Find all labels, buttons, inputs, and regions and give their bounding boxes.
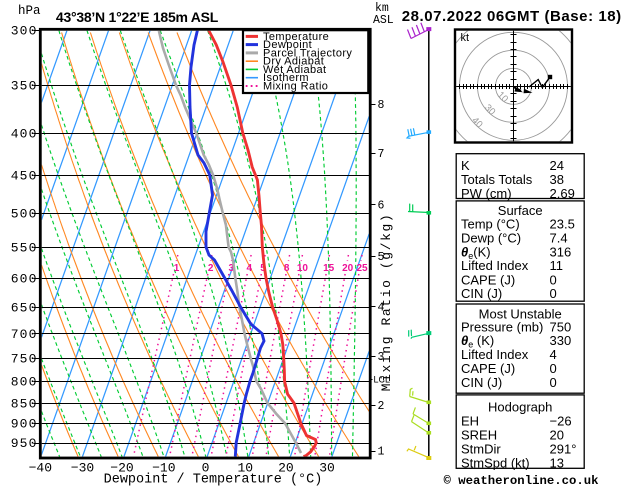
svg-text:850: 850 — [11, 396, 38, 411]
svg-text:CIN (J): CIN (J) — [461, 375, 502, 390]
svg-text:3: 3 — [229, 263, 235, 274]
svg-text:0: 0 — [550, 286, 557, 301]
svg-text:Mixing Ratio: Mixing Ratio — [263, 80, 328, 92]
svg-text:1: 1 — [378, 446, 385, 459]
svg-text:Temp (°C): Temp (°C) — [461, 217, 520, 232]
svg-text:0: 0 — [550, 273, 557, 288]
svg-text:Dewpoint / Temperature (°C): Dewpoint / Temperature (°C) — [104, 473, 323, 487]
svg-text:−20: −20 — [110, 461, 133, 476]
svg-text:750: 750 — [11, 352, 38, 367]
svg-text:0: 0 — [550, 361, 557, 376]
svg-text:11: 11 — [550, 258, 564, 273]
svg-text:300: 300 — [11, 24, 38, 39]
svg-text:15: 15 — [323, 263, 335, 274]
svg-text:StmDir: StmDir — [461, 442, 501, 457]
svg-text:CAPE (J): CAPE (J) — [461, 273, 515, 288]
svg-text:StmSpd (kt): StmSpd (kt) — [461, 455, 530, 470]
svg-text:600: 600 — [11, 272, 38, 287]
svg-text:Wet Adiabat: Wet Adiabat — [263, 64, 327, 76]
svg-text:6: 6 — [378, 199, 385, 212]
svg-text:Isotherm: Isotherm — [263, 72, 309, 84]
svg-text:Lifted Index: Lifted Index — [461, 258, 529, 273]
svg-text:550: 550 — [11, 241, 38, 256]
svg-text:4: 4 — [378, 301, 385, 314]
svg-text:© weatheronline.co.uk: © weatheronline.co.uk — [444, 474, 600, 486]
svg-text:2.69: 2.69 — [550, 186, 575, 201]
svg-text:Dewpoint: Dewpoint — [263, 39, 312, 51]
svg-text:7: 7 — [378, 148, 385, 161]
svg-text:2: 2 — [208, 263, 214, 274]
svg-text:13: 13 — [550, 455, 564, 470]
svg-text:4: 4 — [550, 347, 557, 362]
svg-text:400: 400 — [11, 127, 38, 142]
svg-text:0: 0 — [550, 375, 557, 390]
svg-text:θe (K): θe (K) — [461, 333, 494, 350]
svg-text:Parcel Trajectory: Parcel Trajectory — [263, 47, 352, 59]
svg-text:ASL: ASL — [373, 14, 394, 27]
svg-text:20: 20 — [550, 428, 564, 443]
svg-text:km: km — [375, 2, 389, 15]
svg-text:Pressure (mb): Pressure (mb) — [461, 319, 543, 334]
svg-text:0: 0 — [202, 461, 210, 476]
svg-text:8: 8 — [378, 99, 385, 112]
svg-text:2: 2 — [378, 400, 385, 413]
svg-text:950: 950 — [11, 436, 38, 451]
svg-text:Hodograph: Hodograph — [488, 400, 552, 415]
svg-text:Most Unstable: Most Unstable — [479, 306, 562, 321]
svg-text:3: 3 — [378, 351, 385, 364]
svg-text:20: 20 — [342, 263, 354, 274]
svg-text:800: 800 — [11, 375, 38, 390]
svg-text:30: 30 — [319, 461, 335, 476]
svg-text:CIN (J): CIN (J) — [461, 286, 502, 301]
svg-text:450: 450 — [11, 169, 38, 184]
svg-text:−26: −26 — [550, 414, 572, 429]
svg-text:4: 4 — [247, 263, 253, 274]
svg-text:EH: EH — [461, 414, 479, 429]
svg-text:24: 24 — [550, 158, 564, 173]
svg-text:28.07.2022 06GMT (Base: 18): 28.07.2022 06GMT (Base: 18) — [402, 8, 622, 25]
svg-text:291°: 291° — [550, 442, 577, 457]
svg-text:1: 1 — [174, 263, 180, 274]
svg-text:700: 700 — [11, 327, 38, 342]
svg-text:SREH: SREH — [461, 428, 497, 443]
svg-text:K: K — [461, 158, 470, 173]
svg-text:Dry Adiabat: Dry Adiabat — [263, 56, 324, 68]
svg-text:LCL: LCL — [374, 375, 391, 385]
svg-text:CAPE (J): CAPE (J) — [461, 361, 515, 376]
svg-text:Lifted Index: Lifted Index — [461, 347, 529, 362]
svg-text:PW (cm): PW (cm) — [461, 186, 512, 201]
svg-text:650: 650 — [11, 300, 38, 315]
svg-text:Totals Totals: Totals Totals — [461, 172, 533, 187]
svg-text:Mixing Ratio (g/kg): Mixing Ratio (g/kg) — [379, 213, 394, 392]
svg-text:900: 900 — [11, 417, 38, 432]
svg-text:−30: −30 — [71, 461, 94, 476]
svg-text:Temperature: Temperature — [263, 31, 329, 43]
svg-text:38: 38 — [550, 172, 564, 187]
svg-text:25: 25 — [356, 263, 368, 274]
svg-text:43°38’N 1°22’E 185m ASL: 43°38’N 1°22’E 185m ASL — [56, 9, 219, 25]
svg-text:350: 350 — [11, 79, 38, 94]
svg-text:330: 330 — [550, 333, 572, 348]
svg-text:Surface: Surface — [498, 203, 543, 218]
svg-text:20: 20 — [278, 461, 294, 476]
svg-text:750: 750 — [550, 319, 572, 334]
svg-text:Dewp (°C): Dewp (°C) — [461, 231, 521, 246]
svg-text:hPa: hPa — [18, 4, 41, 18]
svg-text:7.4: 7.4 — [550, 231, 568, 246]
svg-text:5: 5 — [378, 251, 385, 264]
svg-text:316: 316 — [550, 245, 572, 260]
svg-text:−40: −40 — [29, 461, 52, 476]
svg-text:8: 8 — [284, 263, 290, 274]
svg-text:−10: −10 — [152, 461, 175, 476]
svg-text:23.5: 23.5 — [550, 217, 575, 232]
svg-text:10: 10 — [297, 263, 309, 274]
svg-text:10: 10 — [237, 461, 253, 476]
svg-text:θe(K): θe(K) — [461, 245, 491, 262]
svg-text:500: 500 — [11, 206, 38, 221]
svg-text:kt: kt — [461, 32, 470, 44]
